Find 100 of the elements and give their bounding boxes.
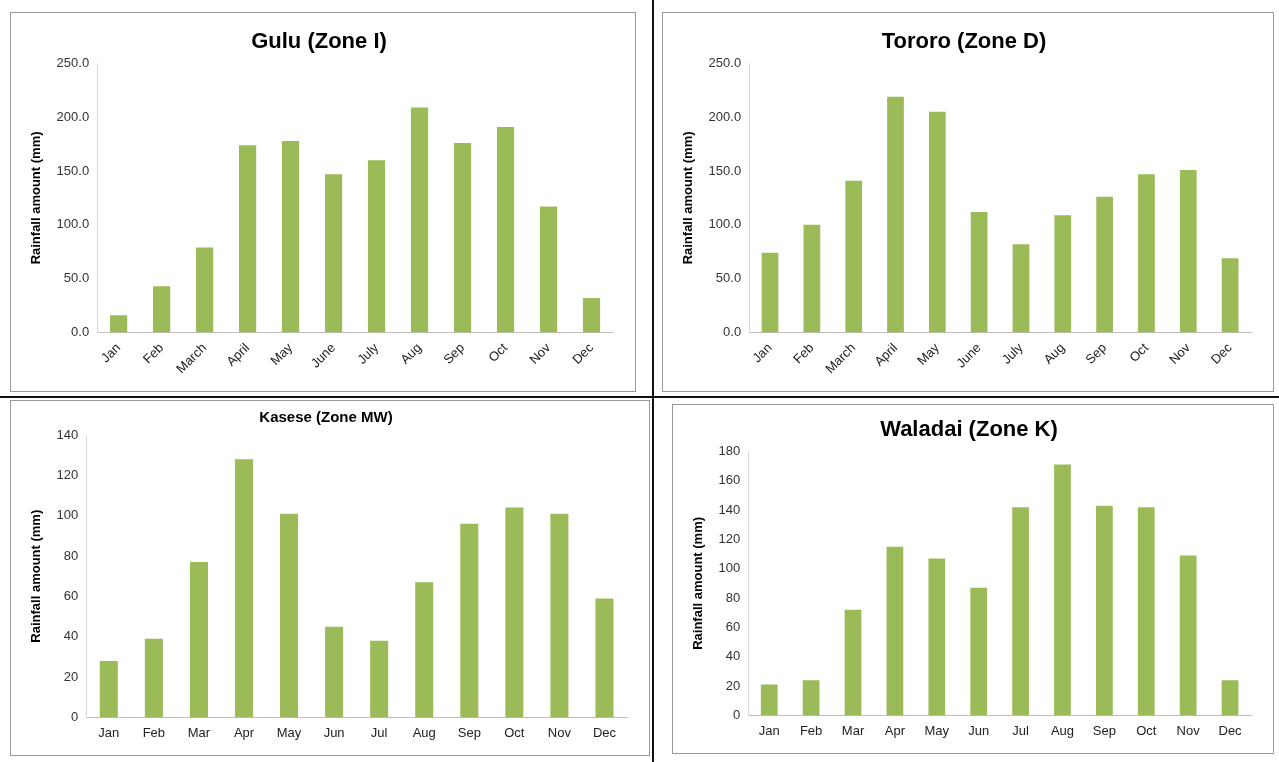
x-tick-label: Dec [1207, 339, 1236, 367]
x-tick-label: Sep [1092, 722, 1116, 738]
y-tick-label: 120 [56, 466, 79, 482]
bar [239, 145, 257, 333]
bar [1137, 507, 1155, 716]
bar [280, 513, 299, 718]
bar [281, 140, 300, 333]
x-tick-label: Aug [1040, 339, 1068, 367]
y-tick-label: 60 [63, 587, 79, 603]
x-tick-label: Feb [799, 722, 823, 738]
bar [595, 598, 614, 718]
bar [803, 224, 821, 333]
y-tick-label: 60 [725, 618, 741, 634]
x-tick-label: Sep [457, 724, 481, 740]
y-tick-label: 150.0 [708, 162, 742, 178]
bar [1138, 174, 1155, 333]
chart-title: Tororo (Zone D) [881, 28, 1047, 54]
x-tick-label: Jan [758, 722, 780, 738]
bar [928, 558, 946, 716]
x-tick-label: Dec [1218, 722, 1243, 738]
y-tick-label: 150.0 [56, 162, 90, 178]
bar [189, 562, 208, 718]
y-tick-label: 50.0 [715, 270, 742, 286]
bar [1054, 464, 1071, 716]
x-tick-label: May [914, 339, 943, 368]
bar [1012, 244, 1030, 333]
bar [234, 459, 254, 718]
x-tick-label: Oct [485, 339, 511, 365]
x-tick-label: Nov [547, 724, 572, 740]
bar [887, 96, 904, 333]
bar [1221, 680, 1239, 716]
y-tick-label: 100 [718, 560, 741, 576]
x-tick-label: Apr [884, 722, 906, 738]
bar [844, 609, 862, 716]
y-tick-label: 80 [63, 547, 79, 563]
y-tick-label: 200.0 [56, 108, 90, 124]
bar [1096, 196, 1113, 333]
y-tick-label: 40 [63, 628, 79, 644]
x-tick-label: Jun [968, 722, 990, 738]
y-tick-label: 80 [725, 589, 741, 605]
x-tick-label: July [354, 339, 382, 367]
bar [760, 684, 778, 716]
x-tick-label: Jun [323, 724, 345, 740]
y-tick-label: 0.0 [723, 324, 742, 340]
bar [1096, 505, 1113, 716]
bar [325, 626, 344, 718]
bar [460, 523, 479, 718]
y-axis-title: Rainfall amount (mm) [28, 509, 44, 643]
y-axis-title: Rainfall amount (mm) [680, 131, 696, 265]
bar [144, 638, 163, 718]
x-tick-label: Oct [504, 724, 525, 740]
y-tick-label: 100.0 [708, 216, 742, 232]
y-tick-label: 40 [725, 648, 741, 664]
x-tick-label: May [924, 722, 950, 738]
x-tick-label: Feb [139, 339, 167, 367]
x-tick-label: Nov [526, 339, 554, 367]
x-tick-label: Jul [370, 724, 388, 740]
y-tick-label: 0 [733, 706, 741, 722]
bar [1221, 258, 1239, 333]
x-tick-label: Sep [440, 339, 468, 367]
bar [153, 286, 171, 333]
bar [324, 174, 343, 333]
y-tick-label: 200.0 [708, 108, 742, 124]
x-tick-label: Mar [187, 724, 211, 740]
bar [550, 513, 569, 718]
x-tick-label: Jan [749, 339, 775, 366]
bar [1179, 555, 1197, 716]
bar [415, 582, 434, 718]
x-tick-label: Jan [98, 724, 120, 740]
y-tick-label: 160 [718, 472, 741, 488]
y-axis-title: Rainfall amount (mm) [690, 516, 706, 650]
y-tick-label: 250.0 [708, 54, 742, 70]
y-tick-label: 180 [718, 442, 741, 458]
x-tick-label: Feb [790, 339, 817, 367]
x-tick-label: May [267, 339, 296, 368]
bar [802, 680, 820, 716]
x-tick-label: Aug [412, 724, 436, 740]
bar [582, 297, 601, 333]
bar [367, 160, 386, 333]
bar [539, 206, 558, 333]
y-tick-label: 100 [56, 507, 79, 523]
x-tick-label: Sep [1082, 339, 1110, 367]
bar [928, 111, 946, 333]
y-tick-label: 20 [725, 677, 741, 693]
y-tick-label: 120 [718, 530, 741, 546]
bar [196, 247, 214, 333]
y-tick-label: 140 [56, 426, 79, 442]
chart-title: Gulu (Zone I) [251, 28, 387, 54]
bar [505, 507, 524, 718]
y-axis-title: Rainfall amount (mm) [28, 131, 44, 265]
x-tick-label: Feb [142, 724, 166, 740]
x-tick-label: Jul [1012, 722, 1030, 738]
x-tick-label: July [998, 339, 1026, 367]
x-tick-label: Oct [1126, 339, 1152, 365]
x-tick-label: Dec [592, 724, 617, 740]
y-tick-label: 20 [63, 668, 79, 684]
x-tick-label: Mar [841, 722, 865, 738]
x-tick-label: May [276, 724, 302, 740]
y-tick-label: 140 [718, 501, 741, 517]
x-tick-label: Apr [233, 724, 255, 740]
